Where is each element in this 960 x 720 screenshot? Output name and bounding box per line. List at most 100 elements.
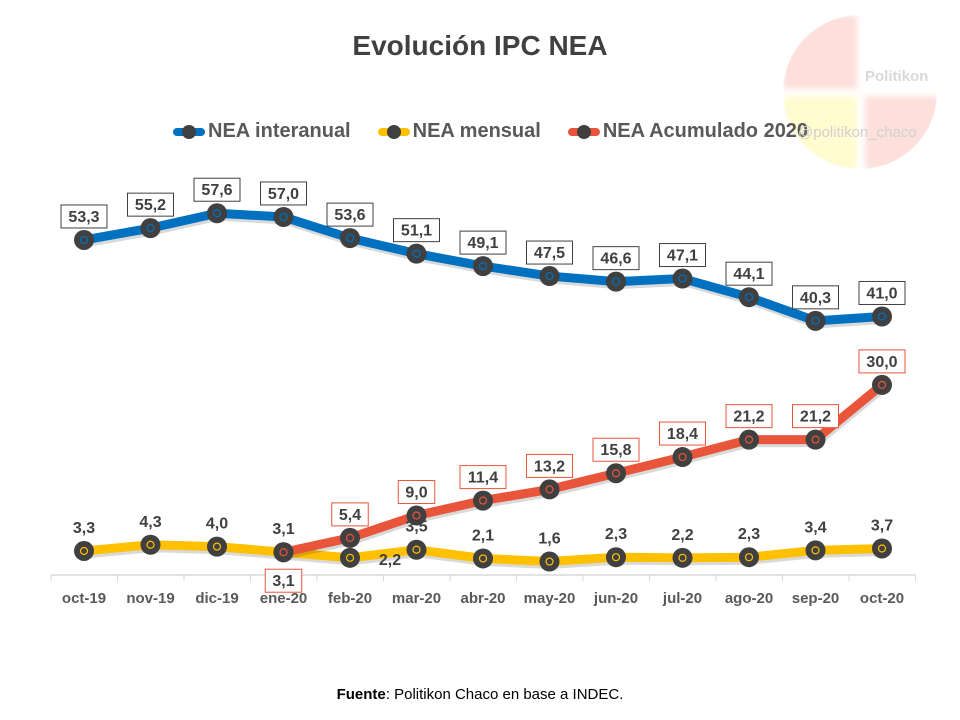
- data-point: [606, 463, 626, 484]
- data-point-inner: [611, 553, 621, 562]
- data-label: 47,1: [667, 248, 698, 265]
- x-tick-label: ene-20: [260, 590, 308, 607]
- data-point-inner: [744, 435, 754, 444]
- x-tick-label: sep-20: [792, 590, 840, 607]
- source-text: : Politikon Chaco en base a INDEC.: [385, 686, 624, 703]
- data-label-box: [60, 204, 108, 229]
- data-point: [74, 540, 94, 561]
- data-label: 9,0: [405, 485, 427, 502]
- data-point: [473, 256, 493, 277]
- data-label: 4,0: [206, 516, 228, 533]
- data-label-box: [193, 177, 241, 202]
- data-point: [340, 547, 360, 568]
- data-label-box: [326, 202, 374, 227]
- data-label: 53,3: [68, 209, 99, 226]
- data-point-inner: [877, 312, 887, 321]
- data-label: 47,5: [534, 245, 565, 262]
- x-tick-label: ago-20: [725, 590, 773, 607]
- data-point: [606, 547, 626, 568]
- data-point-inner: [279, 212, 288, 222]
- data-label-box: [526, 240, 573, 265]
- data-point-inner: [744, 293, 754, 302]
- data-label: 3,5: [405, 519, 427, 536]
- data-label: 21,2: [800, 409, 831, 426]
- data-point: [406, 243, 427, 264]
- x-tick-label: oct-20: [860, 590, 904, 607]
- data-point-inner: [545, 485, 554, 494]
- data-label: 55,2: [135, 197, 166, 214]
- data-label: 13,2: [534, 458, 565, 475]
- series-line-nea-acumulado-2020: [279, 380, 887, 557]
- data-point-inner: [279, 548, 288, 557]
- data-point-inner: [877, 380, 887, 389]
- data-point-inner: [146, 224, 155, 233]
- data-label: 51,1: [401, 223, 432, 240]
- data-point-inner: [412, 511, 421, 520]
- data-point: [273, 542, 294, 563]
- data-label: 2,2: [671, 527, 693, 544]
- data-label-box: [659, 421, 706, 446]
- data-point: [872, 306, 892, 327]
- data-point: [74, 229, 94, 250]
- data-point: [406, 505, 427, 526]
- data-point-inner: [744, 553, 754, 562]
- x-tick-label: mar-20: [392, 590, 441, 607]
- source-note: Fuente: Politikon Chaco en base a INDEC.: [0, 686, 960, 703]
- x-tick-label: jun-20: [593, 590, 638, 607]
- data-point-inner: [678, 452, 687, 462]
- data-label: 49,1: [467, 235, 498, 252]
- data-point: [872, 374, 892, 395]
- data-point: [672, 268, 693, 289]
- data-point-inner: [345, 533, 355, 543]
- chart-title: Evolución IPC NEA: [352, 30, 608, 61]
- data-point-inner: [478, 261, 488, 271]
- data-point: [805, 540, 826, 561]
- data-label: 4,3: [139, 514, 161, 531]
- data-label-box: [725, 404, 773, 429]
- data-point: [539, 266, 560, 287]
- data-point: [473, 490, 493, 511]
- legend-item-acumulado: NEA Acumulado 2020: [567, 120, 808, 143]
- data-point: [406, 539, 427, 560]
- data-label: 11,4: [468, 470, 498, 487]
- data-point-inner: [611, 469, 621, 478]
- data-label: 21,2: [733, 409, 764, 426]
- data-label-box: [331, 502, 369, 527]
- data-point: [672, 447, 693, 468]
- data-point: [606, 271, 626, 292]
- data-point-inner: [611, 277, 621, 286]
- data-label: 3,3: [73, 520, 95, 537]
- data-label: 2,3: [738, 526, 760, 543]
- data-label-box: [526, 453, 573, 478]
- data-label: 15,8: [600, 442, 631, 459]
- data-label: 2,3: [605, 526, 627, 543]
- data-point-inner: [478, 554, 488, 563]
- watermark-name: Politikon: [865, 68, 929, 85]
- data-point-inner: [212, 542, 222, 551]
- data-label: 44,1: [733, 266, 764, 283]
- x-tick-label: feb-20: [328, 590, 372, 607]
- watermark-handle: @politikon_chaco: [798, 124, 917, 141]
- data-label: 3,1: [272, 521, 294, 538]
- data-point: [739, 547, 759, 568]
- data-point: [872, 538, 892, 559]
- data-point-inner: [146, 540, 155, 549]
- legend-item-mensual: NEA mensual: [377, 120, 541, 143]
- data-point: [805, 310, 826, 331]
- data-label-box: [393, 218, 440, 243]
- data-label: 46,6: [600, 251, 631, 268]
- data-label-box: [858, 280, 906, 305]
- data-point-inner: [412, 249, 421, 258]
- data-label-box: [659, 243, 706, 268]
- x-tick-label: dic-19: [195, 590, 238, 607]
- data-point: [340, 527, 360, 548]
- data-point-inner: [478, 496, 488, 505]
- data-point: [473, 548, 493, 569]
- x-tick-label: nov-19: [126, 590, 174, 607]
- data-label-box: [260, 181, 307, 206]
- data-label-box: [264, 568, 303, 593]
- data-label: 2,2: [379, 552, 401, 569]
- data-point: [805, 429, 826, 450]
- legend-marker-orange-icon: [567, 124, 600, 139]
